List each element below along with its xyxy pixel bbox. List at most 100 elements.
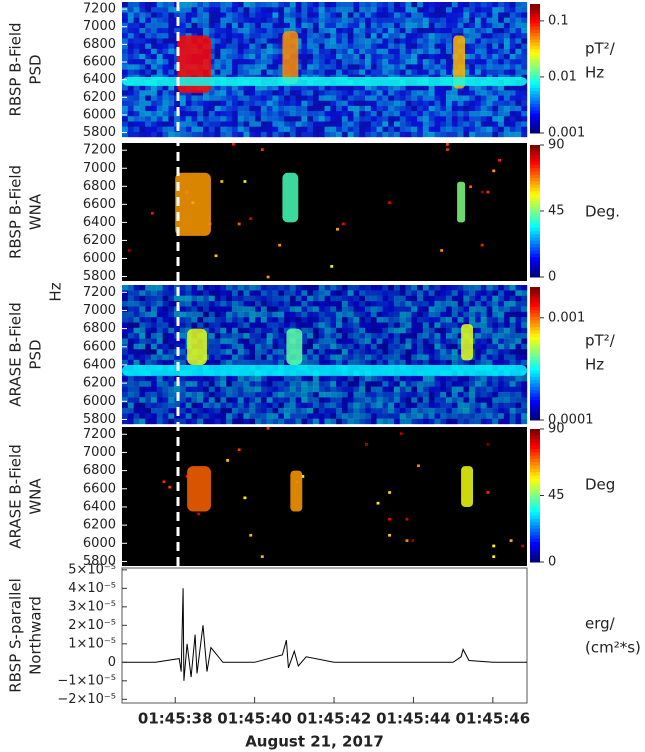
texture <box>394 317 400 323</box>
texture <box>371 413 377 419</box>
texture <box>423 296 429 302</box>
texture <box>226 132 232 137</box>
texture <box>301 54 307 59</box>
texture <box>232 64 238 69</box>
texture <box>458 387 464 393</box>
texture <box>244 111 250 116</box>
texture <box>400 306 406 312</box>
texture <box>504 54 510 59</box>
texture <box>244 101 250 106</box>
texture <box>272 127 278 132</box>
texture <box>440 349 446 355</box>
texture <box>232 111 238 116</box>
texture <box>330 116 336 121</box>
texture <box>301 328 307 334</box>
texture <box>475 301 481 307</box>
texture <box>365 322 371 328</box>
texture <box>429 317 435 323</box>
texture <box>504 317 510 323</box>
texture <box>330 285 336 291</box>
texture <box>134 90 140 95</box>
texture <box>267 290 273 296</box>
colorbar-strip <box>530 27 540 31</box>
texture <box>301 317 307 323</box>
texture <box>446 408 452 414</box>
texture <box>481 317 487 323</box>
texture <box>244 333 250 339</box>
texture <box>458 296 464 302</box>
texture <box>371 338 377 344</box>
texture <box>365 127 371 132</box>
texture <box>371 70 377 75</box>
texture <box>157 413 163 419</box>
texture <box>307 285 313 291</box>
texture <box>238 376 244 382</box>
texture <box>440 306 446 312</box>
texture <box>498 376 504 382</box>
texture <box>151 328 157 334</box>
texture <box>342 49 348 54</box>
colorbar-strip <box>530 20 540 24</box>
texture <box>417 12 423 17</box>
texture <box>377 12 383 17</box>
texture <box>325 18 331 23</box>
colorbar-strip <box>530 214 540 218</box>
texture <box>411 101 417 106</box>
texture <box>515 392 521 398</box>
texture <box>504 312 510 318</box>
texture <box>139 355 145 361</box>
texture <box>122 12 128 17</box>
texture <box>325 127 331 132</box>
texture <box>377 317 383 323</box>
texture <box>226 70 232 75</box>
texture <box>209 127 215 132</box>
texture <box>469 312 475 318</box>
texture <box>498 301 504 307</box>
texture <box>238 338 244 344</box>
texture <box>157 408 163 414</box>
texture <box>353 306 359 312</box>
texture <box>209 322 215 328</box>
texture <box>417 464 420 467</box>
texture <box>423 403 429 409</box>
texture <box>377 502 380 505</box>
texture <box>215 328 221 334</box>
texture <box>238 101 244 106</box>
texture <box>278 306 284 312</box>
texture <box>521 349 527 355</box>
texture <box>481 306 487 312</box>
texture <box>226 18 232 23</box>
texture <box>180 290 186 296</box>
texture <box>134 387 140 393</box>
texture <box>417 38 423 43</box>
texture <box>406 121 412 126</box>
texture <box>452 333 458 339</box>
texture <box>122 18 128 23</box>
texture <box>122 381 128 387</box>
texture <box>353 49 359 54</box>
texture <box>232 376 238 382</box>
texture <box>203 296 209 302</box>
texture <box>157 70 163 75</box>
texture <box>163 7 169 12</box>
texture <box>278 28 284 33</box>
texture <box>382 317 388 323</box>
texture <box>371 322 377 328</box>
texture <box>168 397 174 403</box>
texture <box>510 116 516 121</box>
y-tick-label: 6800 <box>83 179 116 194</box>
texture <box>244 497 247 500</box>
texture <box>504 70 510 75</box>
texture <box>521 344 527 350</box>
texture <box>168 296 174 302</box>
colorbar-strip <box>530 158 540 162</box>
texture <box>411 397 417 403</box>
texture <box>226 290 232 296</box>
texture <box>145 355 151 361</box>
texture <box>203 2 209 7</box>
texture <box>307 85 313 90</box>
texture <box>504 376 510 382</box>
texture <box>296 106 302 111</box>
texture <box>220 106 226 111</box>
texture <box>487 12 493 17</box>
